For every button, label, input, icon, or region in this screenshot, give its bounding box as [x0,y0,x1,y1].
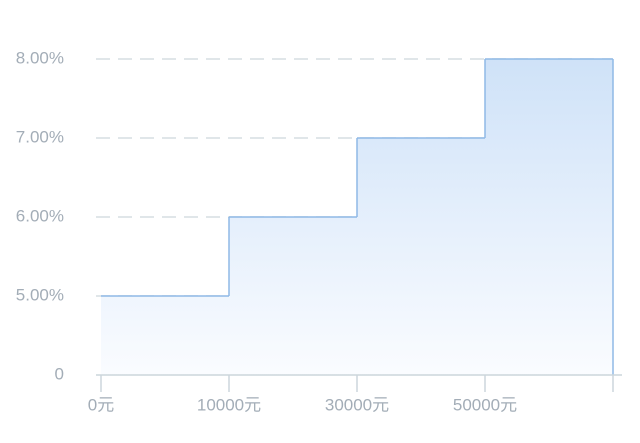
y-tick-label: 6.00% [16,206,64,225]
y-tick-label: 7.00% [16,127,64,146]
y-tick-label: 5.00% [16,285,64,304]
x-tick-label: 30000元 [325,395,389,414]
y-tick-label: 0 [55,364,64,383]
x-tick-label: 10000元 [197,395,261,414]
step-area [101,296,229,375]
x-tick-label: 0元 [88,395,114,414]
step-area [357,138,485,375]
step-area [229,217,357,375]
x-tick-label: 50000元 [453,395,517,414]
y-tick-label: 8.00% [16,48,64,67]
step-area [485,59,613,375]
